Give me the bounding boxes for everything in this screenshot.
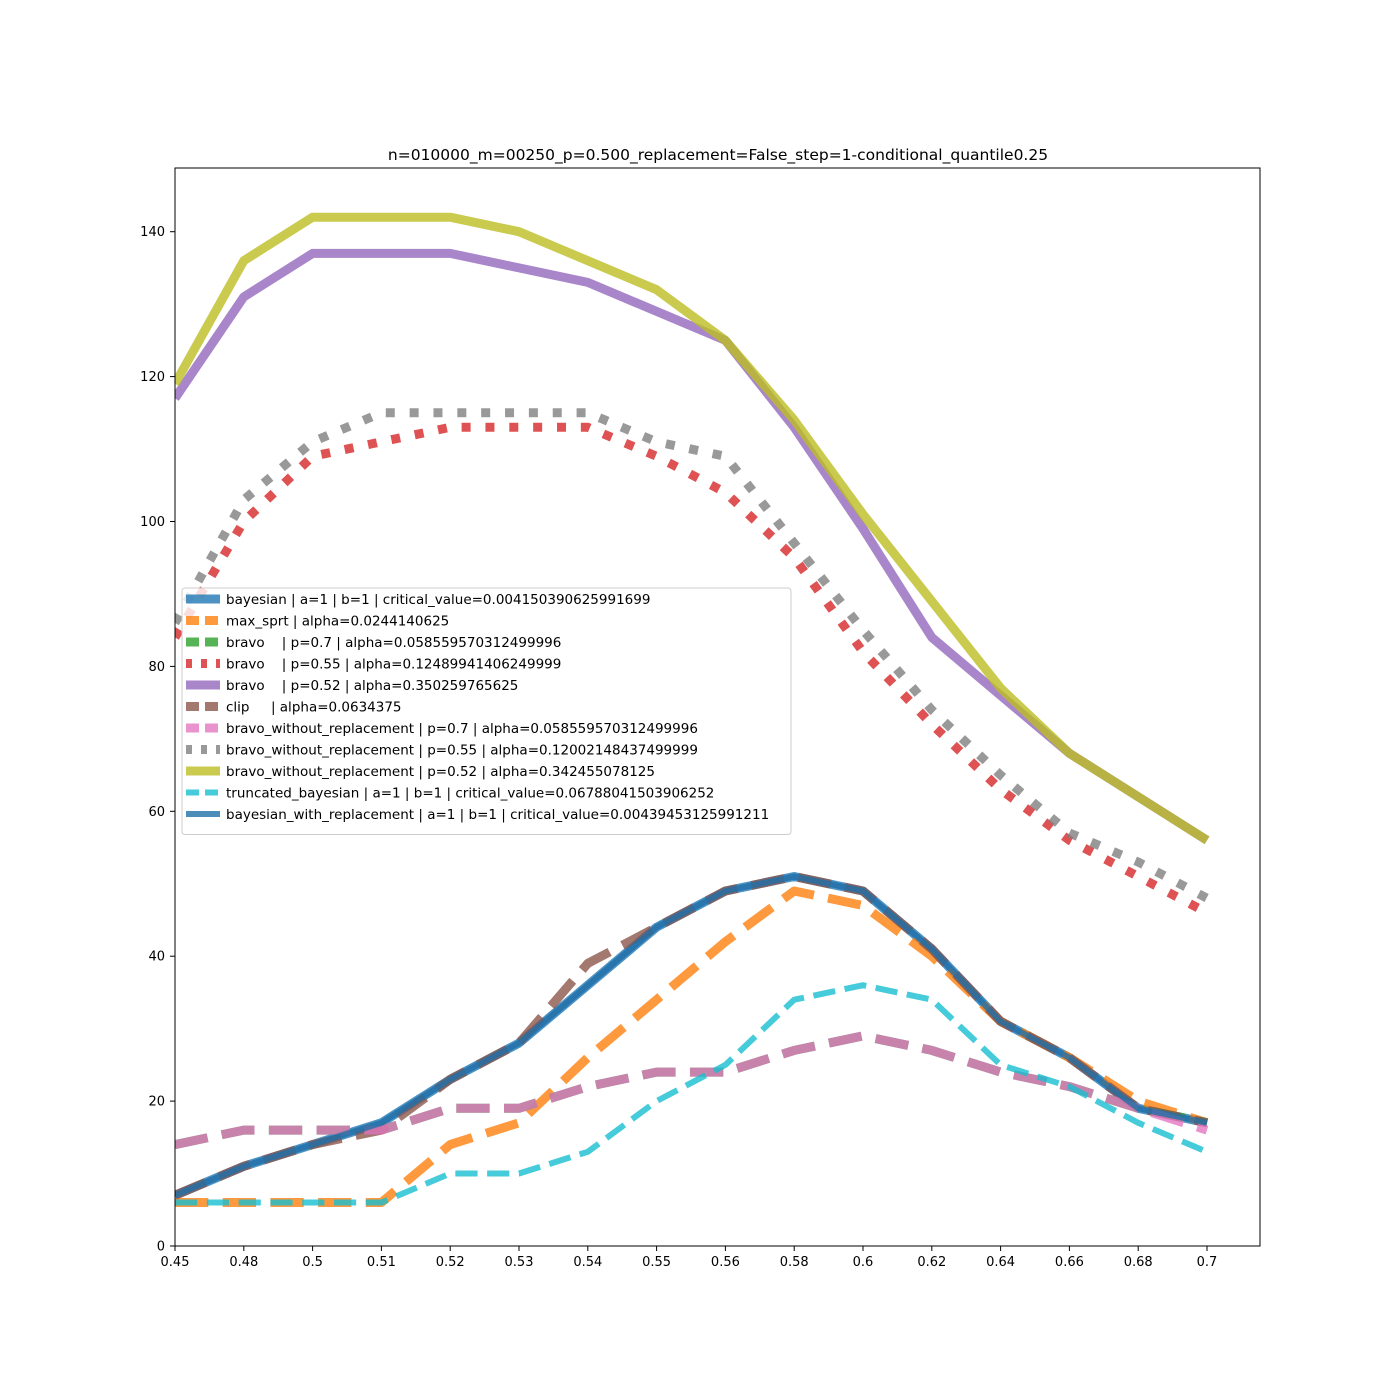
legend-label: bayesian_with_replacement | a=1 | b=1 | … [226,807,769,823]
legend-box [181,587,792,835]
x-tick-label: 0.53 [505,1255,534,1270]
x-tick-label: 0.55 [642,1255,671,1270]
x-tick-label: 0.7 [1197,1255,1218,1270]
y-tick-label: 20 [148,1095,165,1110]
y-tick-label: 60 [148,805,165,820]
series-line-10 [175,982,1209,1206]
legend-label: max_sprt | alpha=0.0244140625 [226,614,449,630]
series-line-6 [175,872,1208,1200]
x-tick-label: 0.51 [367,1255,396,1270]
legend-label: bayesian | a=1 | b=1 | critical_value=0.… [226,592,650,608]
series-layer [175,212,1210,1207]
series-line-11 [175,873,1208,1199]
y-tick-label: 100 [140,515,165,530]
x-tick-label: 0.66 [1055,1255,1084,1270]
x-tick-label: 0.54 [573,1255,602,1270]
chart-title: n=010000_m=00250_p=0.500_replacement=Fal… [388,146,1048,165]
legend-label: truncated_bayesian | a=1 | b=1 | critica… [226,786,714,802]
x-tick-label: 0.52 [436,1255,465,1270]
x-tick-label: 0.62 [917,1255,946,1270]
y-tick-label: 40 [148,950,165,965]
y-tick-label: 120 [140,370,165,385]
x-tick-label: 0.64 [986,1255,1015,1270]
legend-label: bravo_without_replacement | p=0.55 | alp… [226,743,698,759]
legend-label: bravo_without_replacement | p=0.7 | alph… [226,721,698,737]
legend-label: clip | alpha=0.0634375 [226,700,402,716]
series-line-9 [175,212,1210,845]
plot-frame [174,167,1261,1247]
legend-label: bravo | p=0.7 | alpha=0.0585595703124999… [226,635,561,651]
x-tick-label: 0.56 [711,1255,740,1270]
y-tick-label: 140 [140,225,165,240]
x-tick-label: 0.68 [1124,1255,1153,1270]
legend-label: bravo_without_replacement | p=0.52 | alp… [226,764,655,780]
series-line-1 [175,872,1208,1200]
x-tick-label: 0.58 [780,1255,809,1270]
x-tick-label: 0.45 [161,1255,190,1270]
legend-label: bravo | p=0.52 | alpha=0.350259765625 [226,678,518,694]
legend: bayesian | a=1 | b=1 | critical_value=0.… [181,587,792,835]
y-axis: 0 20 40 60 80 100 120 140 [140,225,175,1255]
x-tick-label: 0.5 [302,1255,323,1270]
y-tick-label: 0 [157,1240,165,1255]
series-line-8 [175,408,1210,903]
series-line-4 [175,422,1210,917]
x-tick-label: 0.48 [229,1255,258,1270]
series-line-7 [175,1031,1209,1150]
x-tick-label: 0.6 [853,1255,874,1270]
x-axis: 0.45 0.48 0.5 0.51 0.52 0.53 0.54 0.55 0.56 0.58 0… [161,1246,1218,1270]
legend-label: bravo | p=0.55 | alpha=0.124899414062499… [226,657,561,673]
y-tick-label: 80 [148,660,165,675]
